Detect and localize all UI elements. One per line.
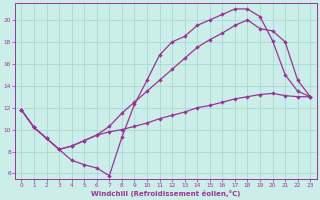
X-axis label: Windchill (Refroidissement éolien,°C): Windchill (Refroidissement éolien,°C) [91,190,241,197]
